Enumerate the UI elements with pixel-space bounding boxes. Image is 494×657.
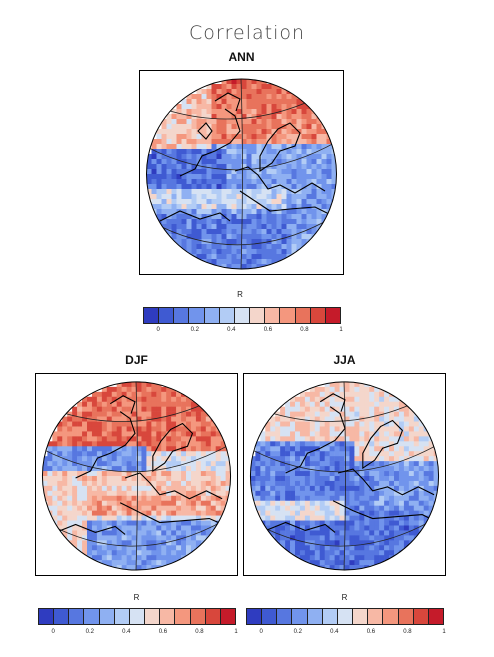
colorbar-swatch <box>175 609 191 624</box>
colorbar-swatch <box>219 308 235 323</box>
colorbar-tick-label: 0.6 <box>366 629 376 635</box>
graticule <box>250 381 439 571</box>
colorbar-tick-label: 0 <box>259 629 263 635</box>
colorbar-swatch <box>69 609 85 624</box>
panel-title-djf: DJF <box>125 353 148 367</box>
colorbar-swatch <box>265 308 281 323</box>
colorbar-swatch <box>234 308 251 323</box>
colorbar-swatch <box>160 609 176 624</box>
colorbar-tick-label: 0 <box>51 629 55 635</box>
colorbar-tick-label: 0.4 <box>330 629 339 635</box>
colorbar-swatch <box>337 609 354 624</box>
colorbar-swatch <box>54 609 70 624</box>
colorbar-swatch <box>322 609 338 624</box>
colorbar-swatch <box>204 308 220 323</box>
globe-outline <box>41 381 232 571</box>
globe-outline <box>249 381 440 571</box>
panel-title-jja: JJA <box>333 353 356 367</box>
coastlines <box>55 395 231 535</box>
colorbar-swatch <box>159 308 175 323</box>
colorbar-swatch <box>295 308 311 323</box>
colorbar-tick-label: 1 <box>442 629 446 635</box>
colorbar-swatch <box>428 609 444 624</box>
colorbar-swatch <box>114 609 130 624</box>
map-djf <box>35 373 238 576</box>
colorbar-swatch <box>292 609 308 624</box>
panel-title-ann: ANN <box>228 50 255 64</box>
colorbar-swatch <box>39 609 55 624</box>
colorbar-swatch <box>368 609 384 624</box>
colorbar-jja <box>246 608 444 625</box>
colorbar-tick-label: 0.4 <box>227 327 236 333</box>
colorbar-tick-label: 1 <box>339 327 343 333</box>
colorbar-swatch <box>262 609 278 624</box>
colorbar-swatch <box>310 308 326 323</box>
globe-outline <box>146 78 337 270</box>
colorbar-swatch <box>325 308 341 323</box>
colorbar-label-ann: R <box>237 290 243 299</box>
colorbar-swatch <box>220 609 236 624</box>
colorbar-tick-label: 0.2 <box>190 327 199 333</box>
colorbar-swatch <box>250 308 266 323</box>
graticule <box>146 79 337 269</box>
colorbar-swatch <box>99 609 115 624</box>
colorbar-swatch <box>144 308 160 323</box>
coastlines <box>265 393 439 533</box>
colorbar-swatch <box>247 609 263 624</box>
colorbar-tick-label: 0.2 <box>293 629 302 635</box>
colorbar-swatch <box>190 609 206 624</box>
colorbar-tick-label: 0.6 <box>263 327 273 333</box>
colorbar-swatch <box>174 308 190 323</box>
colorbar-tick-label: 0.8 <box>403 629 412 635</box>
colorbar-tick-label: 0.4 <box>122 629 131 635</box>
colorbar-tick-label: 1 <box>234 629 238 635</box>
figure-title: Correlation <box>188 22 306 44</box>
colorbar-ticks-jja: 0 0.2 0.4 0.6 0.8 1 <box>246 629 446 639</box>
colorbar-label-djf: R <box>133 593 140 602</box>
colorbar-tick-label: 0.8 <box>195 629 204 635</box>
colorbar-tick-label: 0.2 <box>85 629 94 635</box>
colorbar-swatch <box>383 609 399 624</box>
colorbar-swatch <box>129 609 146 624</box>
colorbar-swatch <box>398 609 414 624</box>
colorbar-ticks-ann: 0 0.2 0.4 0.6 0.8 1 <box>143 327 343 337</box>
colorbar-tick-label: 0.8 <box>300 327 309 333</box>
graticule <box>42 381 231 571</box>
colorbar-label-jja: R <box>341 593 348 602</box>
colorbar-swatch <box>353 609 369 624</box>
colorbar-swatch <box>205 609 221 624</box>
colorbar-tick-label: 0.6 <box>158 629 168 635</box>
colorbar-swatch <box>307 609 323 624</box>
colorbar-djf <box>38 608 236 625</box>
map-jja <box>243 373 446 576</box>
map-ann <box>139 70 344 275</box>
colorbar-swatch <box>277 609 293 624</box>
colorbar-ann <box>143 307 341 324</box>
colorbar-swatch <box>145 609 161 624</box>
colorbar-swatch <box>280 308 296 323</box>
colorbar-swatch <box>189 308 205 323</box>
colorbar-ticks-djf: 0 0.2 0.4 0.6 0.8 1 <box>38 629 238 639</box>
colorbar-swatch <box>84 609 100 624</box>
colorbar-tick-label: 0 <box>156 327 160 333</box>
colorbar-swatch <box>413 609 429 624</box>
coastlines <box>159 92 336 222</box>
